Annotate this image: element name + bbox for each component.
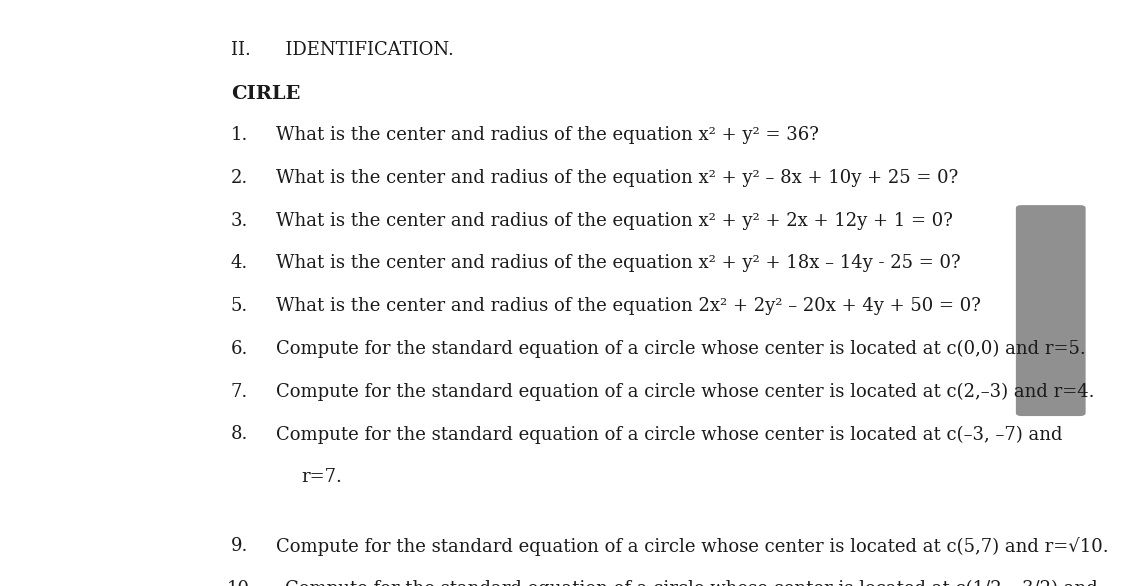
Text: 10.: 10. <box>227 580 256 586</box>
Text: Compute for the standard equation of a circle whose center is located at c(1/2, : Compute for the standard equation of a c… <box>285 580 1097 586</box>
Text: 7.: 7. <box>231 383 248 401</box>
Text: r=7.: r=7. <box>302 468 342 486</box>
Text: 2.: 2. <box>231 169 248 187</box>
Text: Compute for the standard equation of a circle whose center is located at c(5,7) : Compute for the standard equation of a c… <box>276 537 1108 556</box>
Text: What is the center and radius of the equation 2x² + 2y² – 20x + 4y + 50 = 0?: What is the center and radius of the equ… <box>276 297 981 315</box>
Text: What is the center and radius of the equation x² + y² + 2x + 12y + 1 = 0?: What is the center and radius of the equ… <box>276 212 953 230</box>
Text: CIRLE: CIRLE <box>231 85 300 103</box>
Text: What is the center and radius of the equation x² + y² = 36?: What is the center and radius of the equ… <box>276 126 819 144</box>
Text: Compute for the standard equation of a circle whose center is located at c(0,0) : Compute for the standard equation of a c… <box>276 340 1086 358</box>
Text: 1.: 1. <box>231 126 248 144</box>
Text: 6.: 6. <box>231 340 248 358</box>
Text: 5.: 5. <box>231 297 248 315</box>
Text: What is the center and radius of the equation x² + y² – 8x + 10y + 25 = 0?: What is the center and radius of the equ… <box>276 169 957 187</box>
Text: 4.: 4. <box>231 254 248 272</box>
Text: What is the center and radius of the equation x² + y² + 18x – 14y - 25 = 0?: What is the center and radius of the equ… <box>276 254 961 272</box>
Text: Compute for the standard equation of a circle whose center is located at c(2,–3): Compute for the standard equation of a c… <box>276 383 1095 401</box>
Text: Compute for the standard equation of a circle whose center is located at c(–3, –: Compute for the standard equation of a c… <box>276 425 1062 444</box>
Text: 9.: 9. <box>231 537 248 556</box>
Text: II.      IDENTIFICATION.: II. IDENTIFICATION. <box>231 41 453 59</box>
Text: 3.: 3. <box>231 212 248 230</box>
Text: 8.: 8. <box>231 425 248 444</box>
FancyBboxPatch shape <box>1016 205 1086 416</box>
